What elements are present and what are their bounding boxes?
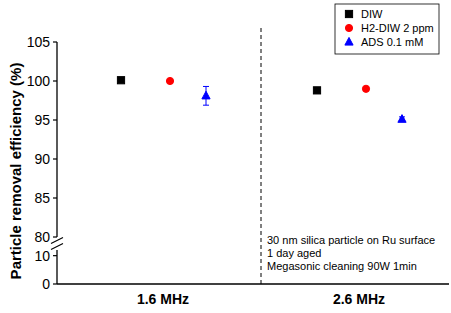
axis-break xyxy=(51,238,63,244)
y-tick-label: 100 xyxy=(27,73,51,89)
annotation: 30 nm silica particle on Ru surface xyxy=(267,234,435,246)
annotation: Megasonic cleaning 90W 1min xyxy=(267,260,417,272)
legend-marker xyxy=(345,24,352,31)
y-tick-label: 10 xyxy=(34,248,50,264)
annotation: 1 day aged xyxy=(267,247,321,259)
error-cap xyxy=(203,105,209,106)
y-tick-label: 95 xyxy=(34,112,50,128)
y-tick xyxy=(53,255,57,256)
y-tick-label: 90 xyxy=(34,151,50,167)
legend-marker xyxy=(345,10,352,17)
chart: 0 10 80 85 90 95 100 105Particle removal effici… xyxy=(0,0,451,313)
x-tick-label: 2.6 MHz xyxy=(333,291,385,307)
y-tick xyxy=(53,236,57,237)
y-tick xyxy=(53,283,57,284)
data-point xyxy=(362,85,369,92)
y-axis-label: Particle removal efficiency (%) xyxy=(7,63,24,280)
x-tick-label: 1.6 MHz xyxy=(137,291,189,307)
y-tick-label: 105 xyxy=(27,34,51,50)
y-tick xyxy=(53,80,57,81)
legend-label: H2-DIW 2 ppm xyxy=(361,22,434,34)
axis-break xyxy=(51,244,63,250)
y-tick-label: 80 xyxy=(34,229,50,245)
y-tick xyxy=(53,41,57,42)
error-cap xyxy=(203,86,209,87)
y-axis-line xyxy=(56,42,57,237)
data-point xyxy=(117,77,124,84)
y-tick-label: 0 xyxy=(42,276,50,292)
y-tick-label: 85 xyxy=(34,190,50,206)
category-separator xyxy=(261,28,262,284)
legend-label: DIW xyxy=(361,8,383,20)
data-point xyxy=(166,77,173,84)
data-point xyxy=(313,87,320,94)
y-tick xyxy=(53,158,57,159)
data-point xyxy=(398,115,406,123)
data-point xyxy=(202,91,210,99)
legend-marker xyxy=(345,37,353,45)
data-points xyxy=(117,77,406,123)
legend-label: ADS 0.1 mM xyxy=(361,36,423,48)
y-tick xyxy=(53,119,57,120)
legend-box xyxy=(335,4,439,54)
x-axis-line xyxy=(57,283,449,284)
y-tick xyxy=(53,197,57,198)
